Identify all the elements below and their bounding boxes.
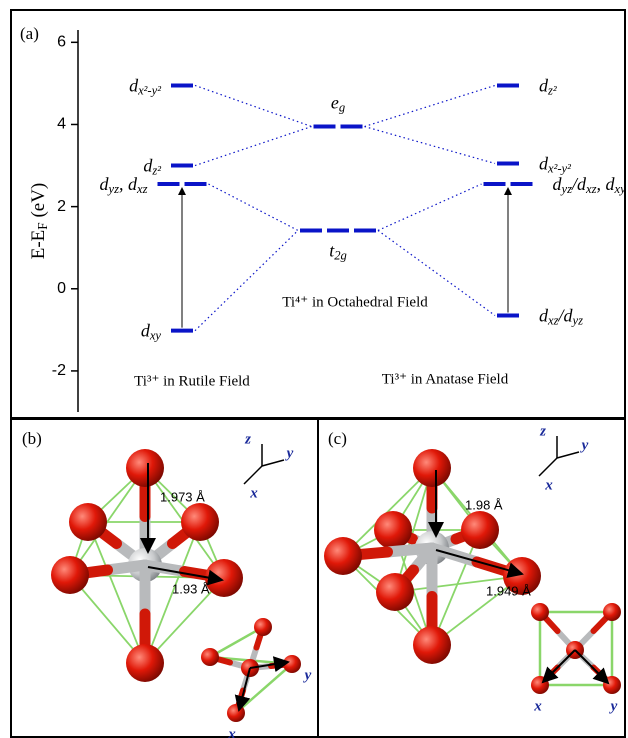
atom xyxy=(254,618,272,636)
subscript: xz xyxy=(585,182,597,196)
correlation-line xyxy=(365,85,496,126)
bond-length: 1.973 Å xyxy=(160,489,205,504)
bond-length: 1.949 Å xyxy=(486,583,531,598)
atom xyxy=(413,626,451,664)
level-label: eg xyxy=(331,93,345,115)
atom xyxy=(69,503,107,541)
axis-label: x xyxy=(533,698,542,714)
label-part: E-E xyxy=(28,230,49,260)
atom xyxy=(181,503,219,541)
structure-anatase: 1.98 Å 1.949 Å z y x x y xyxy=(324,423,621,714)
atom xyxy=(201,648,219,666)
axis-label: x xyxy=(227,726,236,738)
bond-arrow xyxy=(575,650,608,683)
y-axis-title: E-EF (eV) xyxy=(28,183,50,260)
subscript: z² xyxy=(151,163,161,177)
subscript: xy xyxy=(149,328,162,342)
subscript: yz xyxy=(107,182,120,196)
figure: (a) (b) (c) -20246E-EF (eV)dx²-y²dz²dyz,… xyxy=(0,0,628,738)
axis-label: y xyxy=(285,445,294,461)
y-tick-label: 6 xyxy=(57,34,66,51)
panel-label: (a) xyxy=(20,24,39,43)
subscript: yz xyxy=(560,182,573,196)
column-name: Ti³⁺ in Anatase Field xyxy=(382,371,509,387)
level-label: dxy xyxy=(141,321,162,343)
label-part: /d xyxy=(558,306,574,326)
level-label: dz² xyxy=(539,76,557,98)
label-part: (eV) xyxy=(28,183,49,223)
axis-label: x xyxy=(249,485,258,501)
axis-arrow xyxy=(262,460,284,466)
axis-arrow xyxy=(244,466,262,484)
atom xyxy=(413,449,451,487)
label-part: /d xyxy=(571,174,587,194)
bond-arrow xyxy=(543,650,575,682)
axis-label: x xyxy=(544,477,553,493)
subscript: x²-y² xyxy=(137,83,161,97)
axis-label: z xyxy=(539,423,546,439)
axis-label: z xyxy=(244,431,251,447)
panel-label: (c) xyxy=(328,429,347,448)
structure-rutile: 1.973 Å 1.93 Å z y x y x xyxy=(51,431,312,738)
axis-label: y xyxy=(580,437,589,453)
subscript: yz xyxy=(571,313,584,327)
correlation-line xyxy=(195,230,298,330)
atom xyxy=(531,603,549,621)
y-tick-label: 2 xyxy=(57,198,66,215)
subscript: z² xyxy=(547,83,557,97)
correlation-line xyxy=(195,85,312,126)
level-label: dz² xyxy=(143,156,161,178)
y-tick-label: 4 xyxy=(57,116,66,133)
atom xyxy=(51,556,89,594)
atom xyxy=(324,537,362,575)
panel-a-frame xyxy=(11,10,625,418)
correlation-line xyxy=(365,127,496,164)
bond-length: 1.98 Å xyxy=(465,497,503,512)
column-name: Ti⁴⁺ in Octahedral Field xyxy=(282,294,428,310)
level-label: dxz/dyz xyxy=(539,306,583,328)
column-name: Ti³⁺ in Rutile Field xyxy=(134,373,250,389)
level-label: dx²-y² xyxy=(539,154,571,176)
subscript: xz xyxy=(547,313,559,327)
atom xyxy=(376,573,414,611)
axis-arrow xyxy=(557,452,579,458)
level-label: dyz/dxz, dxy xyxy=(553,174,627,196)
label-part: , d xyxy=(597,174,616,194)
atom xyxy=(283,655,301,673)
atom xyxy=(227,704,245,722)
subscript: 2g xyxy=(334,248,347,262)
subscript: xy xyxy=(614,182,627,196)
panel-label: (b) xyxy=(22,429,42,448)
level-label: t2g xyxy=(329,241,347,263)
y-tick-label: -2 xyxy=(52,362,66,379)
label-part: , d xyxy=(119,174,138,194)
level-label: dx²-y² xyxy=(129,76,161,98)
label-part: e xyxy=(331,93,339,113)
correlation-line xyxy=(195,127,312,166)
correlation-line xyxy=(209,184,299,230)
atom xyxy=(603,676,621,694)
y-tick-label: 0 xyxy=(57,280,66,297)
level-label: dyz, dxz xyxy=(100,174,148,196)
axis-label: y xyxy=(303,667,312,683)
subscript: F xyxy=(35,222,50,229)
atom xyxy=(374,511,412,549)
axis-arrow xyxy=(539,458,557,476)
atom xyxy=(126,449,164,487)
bond-length: 1.93 Å xyxy=(172,581,210,596)
axis-label: y xyxy=(609,698,618,714)
atom xyxy=(461,511,499,549)
subscript: xz xyxy=(136,182,148,196)
atom xyxy=(603,603,621,621)
bond xyxy=(108,565,146,570)
correlation-line xyxy=(378,184,482,230)
subscript: g xyxy=(339,100,345,114)
atom xyxy=(126,644,164,682)
